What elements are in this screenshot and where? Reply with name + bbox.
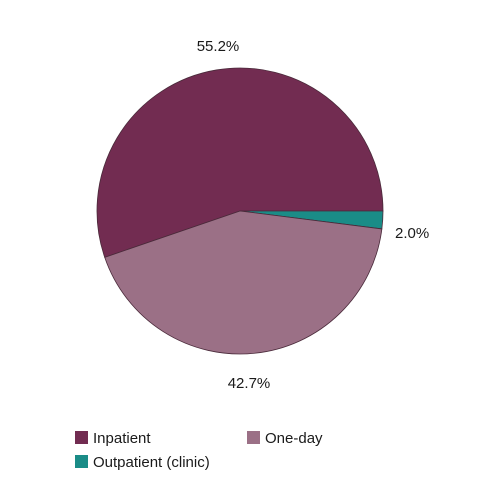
legend-swatch-outpatient-clinic bbox=[75, 455, 88, 468]
legend-label-outpatient-clinic: Outpatient (clinic) bbox=[93, 454, 210, 471]
legend-item-inpatient: Inpatient bbox=[75, 430, 151, 447]
legend-swatch-one-day bbox=[247, 431, 260, 444]
pie-data-labels: 55.2% 2.0% 42.7% bbox=[197, 38, 429, 392]
pie-slices bbox=[96, 67, 384, 355]
data-label-outpatient-clinic: 2.0% bbox=[395, 225, 429, 242]
legend-swatch-inpatient bbox=[75, 431, 88, 444]
legend-item-one-day: One-day bbox=[247, 430, 323, 447]
data-label-inpatient: 55.2% bbox=[197, 38, 240, 55]
legend-item-outpatient-clinic: Outpatient (clinic) bbox=[75, 454, 210, 471]
pie-slice-inpatient bbox=[96, 67, 384, 258]
legend: Inpatient One-day Outpatient (clinic) bbox=[75, 430, 323, 471]
pie-slice-one-day bbox=[104, 210, 383, 355]
legend-label-one-day: One-day bbox=[265, 430, 323, 447]
legend-label-inpatient: Inpatient bbox=[93, 430, 151, 447]
data-label-one-day: 42.7% bbox=[228, 375, 271, 392]
